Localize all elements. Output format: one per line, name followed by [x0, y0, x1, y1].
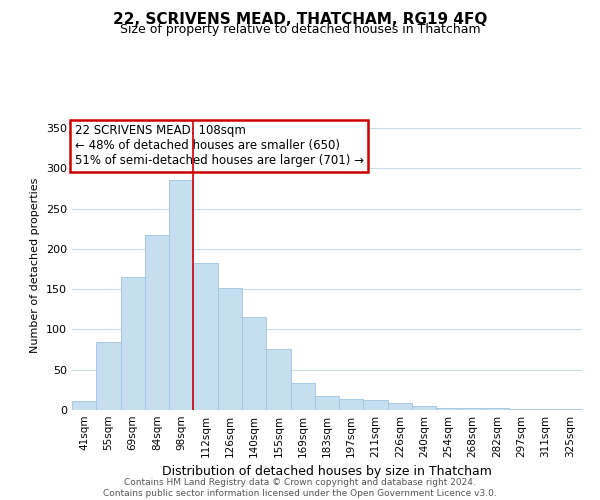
Bar — [145, 235, 169, 410]
Text: Contains HM Land Registry data © Crown copyright and database right 2024.
Contai: Contains HM Land Registry data © Crown c… — [103, 478, 497, 498]
Text: 22, SCRIVENS MEAD, THATCHAM, RG19 4FQ: 22, SCRIVENS MEAD, THATCHAM, RG19 4FQ — [113, 12, 487, 28]
Bar — [461, 408, 485, 410]
Bar — [290, 382, 315, 410]
Bar — [436, 408, 461, 410]
Bar — [266, 349, 290, 410]
Bar — [485, 408, 509, 410]
Bar — [533, 409, 558, 410]
Bar — [315, 396, 339, 410]
Text: 22 SCRIVENS MEAD: 108sqm
← 48% of detached houses are smaller (650)
51% of semi-: 22 SCRIVENS MEAD: 108sqm ← 48% of detach… — [74, 124, 364, 168]
Bar — [364, 400, 388, 410]
Bar — [242, 318, 266, 410]
Bar — [339, 398, 364, 410]
Bar — [96, 342, 121, 410]
Bar — [169, 180, 193, 410]
X-axis label: Distribution of detached houses by size in Thatcham: Distribution of detached houses by size … — [162, 466, 492, 478]
Bar — [558, 409, 582, 410]
Bar — [509, 409, 533, 410]
Bar — [412, 406, 436, 410]
Text: Size of property relative to detached houses in Thatcham: Size of property relative to detached ho… — [119, 22, 481, 36]
Bar — [121, 277, 145, 410]
Y-axis label: Number of detached properties: Number of detached properties — [31, 178, 40, 352]
Bar — [72, 401, 96, 410]
Bar — [388, 403, 412, 410]
Bar — [193, 264, 218, 410]
Bar — [218, 288, 242, 410]
